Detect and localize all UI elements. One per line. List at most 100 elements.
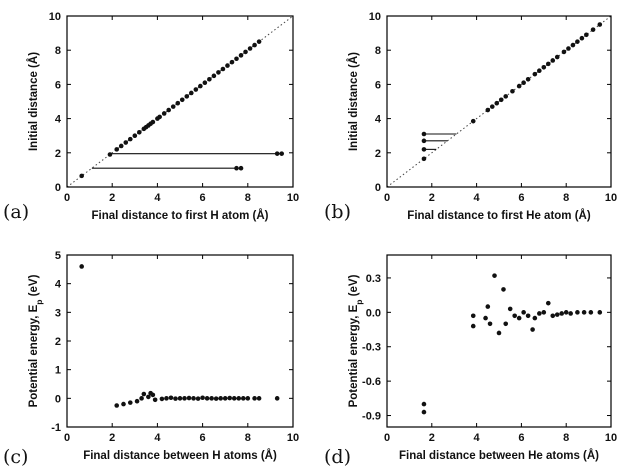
data-point <box>421 401 427 407</box>
data-point <box>107 152 113 157</box>
data-point <box>503 321 509 327</box>
data-point <box>485 107 491 113</box>
diagonal-guide-line <box>386 15 612 188</box>
data-point <box>530 327 535 332</box>
data-point <box>532 71 538 77</box>
data-point <box>137 129 142 135</box>
x-tick-label: 4 <box>154 192 161 204</box>
data-point <box>231 396 237 401</box>
data-point <box>485 304 491 309</box>
plot-frame <box>66 254 294 428</box>
data-point <box>501 287 506 292</box>
data-point <box>152 397 158 403</box>
data-point <box>421 156 427 162</box>
plot-frame <box>66 15 294 188</box>
data-point <box>238 53 244 58</box>
data-point <box>175 100 181 106</box>
data-point <box>200 395 205 401</box>
y-axis-label: Potential energy, Ep (eV) <box>348 274 364 407</box>
x-tick-label: 8 <box>245 192 251 204</box>
data-point <box>537 311 542 316</box>
y-tick-label: 8 <box>375 45 381 57</box>
data-point <box>550 58 556 63</box>
data-point <box>554 312 560 317</box>
data-point <box>470 313 476 319</box>
data-point <box>512 313 517 319</box>
data-point <box>550 313 556 319</box>
data-point <box>141 391 147 397</box>
x-tick-label: 4 <box>154 432 161 444</box>
data-point <box>207 76 212 82</box>
data-point <box>581 310 587 315</box>
data-point <box>492 273 497 278</box>
y-tick-label: 4 <box>55 114 62 126</box>
data-point <box>584 32 589 38</box>
data-point <box>274 151 280 156</box>
data-point <box>195 396 201 401</box>
data-point <box>170 104 176 109</box>
y-axis-label: Potential energy, Ep (eV) <box>28 274 44 407</box>
y-tick-label: 4 <box>375 114 382 126</box>
data-point <box>193 87 199 92</box>
y-tick-label: 1 <box>55 365 61 377</box>
y-tick-label: 2 <box>375 148 381 160</box>
data-point <box>150 392 156 398</box>
data-point <box>537 68 542 74</box>
y-axis-label: Initial distance (Å) <box>27 52 40 151</box>
data-point <box>575 310 580 315</box>
y-tick-label: 0.3 <box>366 273 381 285</box>
data-point <box>173 396 178 401</box>
data-point <box>182 396 187 401</box>
data-point <box>132 133 138 138</box>
y-tick-label: 6 <box>55 79 61 91</box>
data-point <box>218 396 223 401</box>
data-point <box>256 396 262 401</box>
data-point <box>118 143 124 149</box>
data-point <box>114 147 120 152</box>
x-tick-label: 10 <box>287 432 299 444</box>
data-point <box>545 61 551 67</box>
data-point <box>79 264 84 269</box>
data-point <box>541 310 547 315</box>
data-point <box>494 100 500 106</box>
x-tick-label: 2 <box>429 432 435 444</box>
y-tick-label: 5 <box>55 250 61 262</box>
data-point <box>238 165 244 171</box>
x-tick-label: 4 <box>474 192 481 204</box>
panel-label: (d) <box>324 446 351 468</box>
panel-label: (b) <box>324 201 351 223</box>
x-tick-label: 6 <box>518 432 524 444</box>
y-tick-label: 8 <box>55 45 61 57</box>
y-tick-label: -1 <box>51 422 61 434</box>
x-tick-label: 8 <box>245 432 251 444</box>
data-point <box>590 27 596 32</box>
chart-panel-1: 0 2 4 6 8 10 0 2 4 6 8 10 Final distance to first H … <box>3 11 299 223</box>
y-tick-label: 0 <box>55 393 61 405</box>
data-point <box>247 46 253 51</box>
data-point <box>521 310 526 315</box>
data-point <box>234 56 239 62</box>
plot-frame <box>386 15 612 188</box>
y-tick-label: 3 <box>55 307 61 319</box>
data-point <box>579 35 585 41</box>
data-point <box>179 97 185 103</box>
data-point <box>510 88 515 94</box>
data-point <box>168 395 174 401</box>
data-point <box>516 315 522 321</box>
y-tick-label: 10 <box>369 11 381 23</box>
data-point <box>236 396 242 401</box>
data-point <box>588 310 594 315</box>
data-point <box>121 401 126 407</box>
x-tick-label: 10 <box>605 432 617 444</box>
data-point <box>191 396 196 401</box>
data-point <box>545 300 551 306</box>
data-point <box>498 97 504 103</box>
y-tick-label: 0.0 <box>366 307 381 319</box>
data-point <box>146 394 151 400</box>
data-point <box>252 42 257 48</box>
data-point <box>561 49 567 55</box>
x-tick-label: 10 <box>287 192 299 204</box>
data-point <box>198 83 203 89</box>
data-point <box>184 94 190 99</box>
